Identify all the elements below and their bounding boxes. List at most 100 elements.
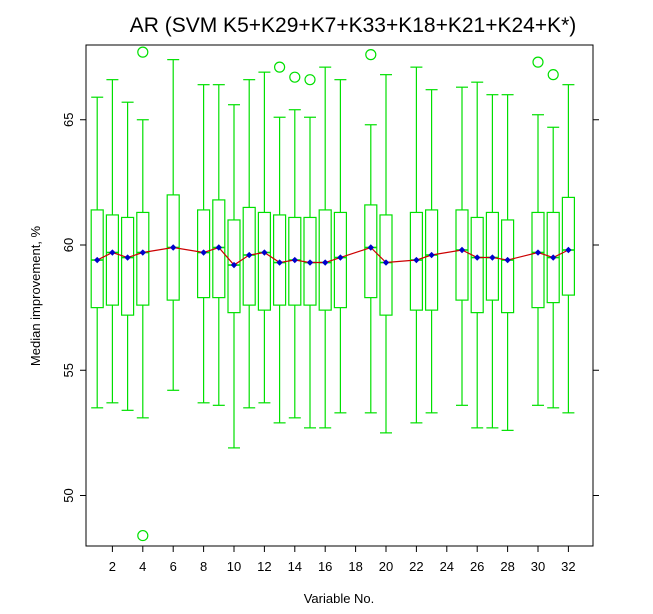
box-10 — [227, 104, 241, 449]
box-iqr — [120, 216, 135, 316]
box-27 — [485, 94, 499, 429]
median-marker — [428, 251, 435, 259]
x-axis-label: Variable No. — [304, 591, 375, 606]
box-iqr — [470, 216, 484, 314]
box-14 — [288, 71, 302, 419]
box-26 — [470, 81, 484, 429]
box-iqr — [501, 219, 515, 314]
y-tick-label: 65 — [61, 113, 76, 127]
box-30 — [531, 56, 545, 406]
box-iqr — [212, 199, 226, 299]
outlier-point — [365, 49, 377, 61]
x-tick-label: 2 — [109, 559, 116, 574]
box-iqr — [364, 204, 378, 299]
median-line-layer — [94, 244, 572, 269]
box-3 — [120, 101, 135, 411]
outlier-point — [137, 46, 149, 58]
chart-title: AR (SVM K5+K29+K7+K33+K18+K21+K24+K*) — [130, 14, 577, 37]
x-tick-label: 6 — [170, 559, 177, 574]
box-iqr — [531, 211, 545, 309]
box-iqr — [455, 209, 469, 301]
median-marker — [306, 259, 314, 266]
box-iqr — [242, 206, 256, 306]
median-marker — [276, 259, 283, 266]
outlier-point — [532, 56, 544, 68]
median-marker — [367, 244, 374, 251]
y-tick-label: 60 — [61, 238, 76, 252]
x-tick-label: 26 — [470, 559, 484, 574]
y-tick-label: 50 — [61, 488, 76, 502]
median-marker — [413, 256, 420, 264]
box-1 — [90, 96, 104, 409]
median-marker — [565, 246, 572, 254]
median-marker — [94, 256, 101, 264]
median-marker — [200, 249, 207, 256]
box-iqr — [227, 219, 241, 314]
outlier-point — [547, 69, 559, 81]
median-marker — [215, 244, 222, 251]
x-tick-label: 20 — [379, 559, 393, 574]
box-8 — [197, 84, 211, 404]
x-tick-label: 22 — [409, 559, 423, 574]
median-marker — [504, 256, 511, 264]
boxes-layer — [90, 46, 576, 542]
box-iqr — [90, 209, 104, 309]
box-6 — [166, 59, 180, 391]
median-marker — [382, 259, 390, 266]
box-13 — [273, 61, 287, 424]
x-tick-label: 4 — [139, 559, 146, 574]
box-iqr — [409, 211, 423, 311]
outlier-point — [274, 61, 286, 73]
x-tick-label: 10 — [227, 559, 241, 574]
median-marker — [322, 259, 329, 266]
median-marker — [458, 246, 466, 254]
median-marker — [170, 244, 177, 251]
median-marker — [534, 249, 542, 256]
box-19 — [364, 49, 378, 414]
box-4 — [136, 46, 150, 542]
median-marker — [109, 249, 116, 256]
box-23 — [425, 89, 439, 414]
median-marker — [550, 254, 557, 261]
box-31 — [546, 69, 560, 409]
x-tick-label: 12 — [257, 559, 271, 574]
median-trend-line — [96, 246, 569, 266]
median-marker — [246, 251, 253, 259]
x-tick-label: 18 — [348, 559, 362, 574]
x-axis: 2 4 6 8 10 12 14 16 18 20 22 24 26 28 30 32 — [109, 546, 576, 574]
box-9 — [212, 84, 226, 406]
outlier-point — [137, 529, 149, 542]
x-tick-label: 30 — [531, 559, 545, 574]
median-marker — [124, 254, 131, 261]
box-iqr — [485, 211, 499, 301]
box-iqr — [561, 196, 576, 296]
box-iqr — [273, 214, 287, 306]
outlier-point — [304, 74, 316, 86]
y-tick-label: 55 — [61, 363, 76, 377]
box-17 — [333, 79, 347, 414]
x-tick-label: 24 — [440, 559, 454, 574]
box-iqr — [425, 209, 439, 311]
box-20 — [379, 74, 393, 434]
box-16 — [318, 66, 332, 429]
median-marker — [139, 249, 146, 256]
box-12 — [257, 71, 271, 404]
box-15 — [303, 74, 317, 429]
median-marker — [230, 261, 238, 269]
box-22 — [409, 66, 423, 424]
x-tick-label: 32 — [561, 559, 575, 574]
median-marker — [489, 254, 496, 261]
y-axis-label: Median improvement, % — [28, 225, 43, 366]
box-25 — [455, 86, 469, 406]
x-tick-label: 14 — [288, 559, 302, 574]
x-tick-label: 28 — [500, 559, 514, 574]
box-iqr — [197, 209, 211, 299]
box-iqr — [379, 214, 393, 316]
outlier-point — [289, 71, 301, 83]
plot-frame — [85, 44, 594, 547]
box-11 — [242, 79, 256, 409]
box-iqr — [136, 211, 150, 306]
median-marker — [261, 249, 268, 256]
box-2 — [105, 79, 120, 404]
